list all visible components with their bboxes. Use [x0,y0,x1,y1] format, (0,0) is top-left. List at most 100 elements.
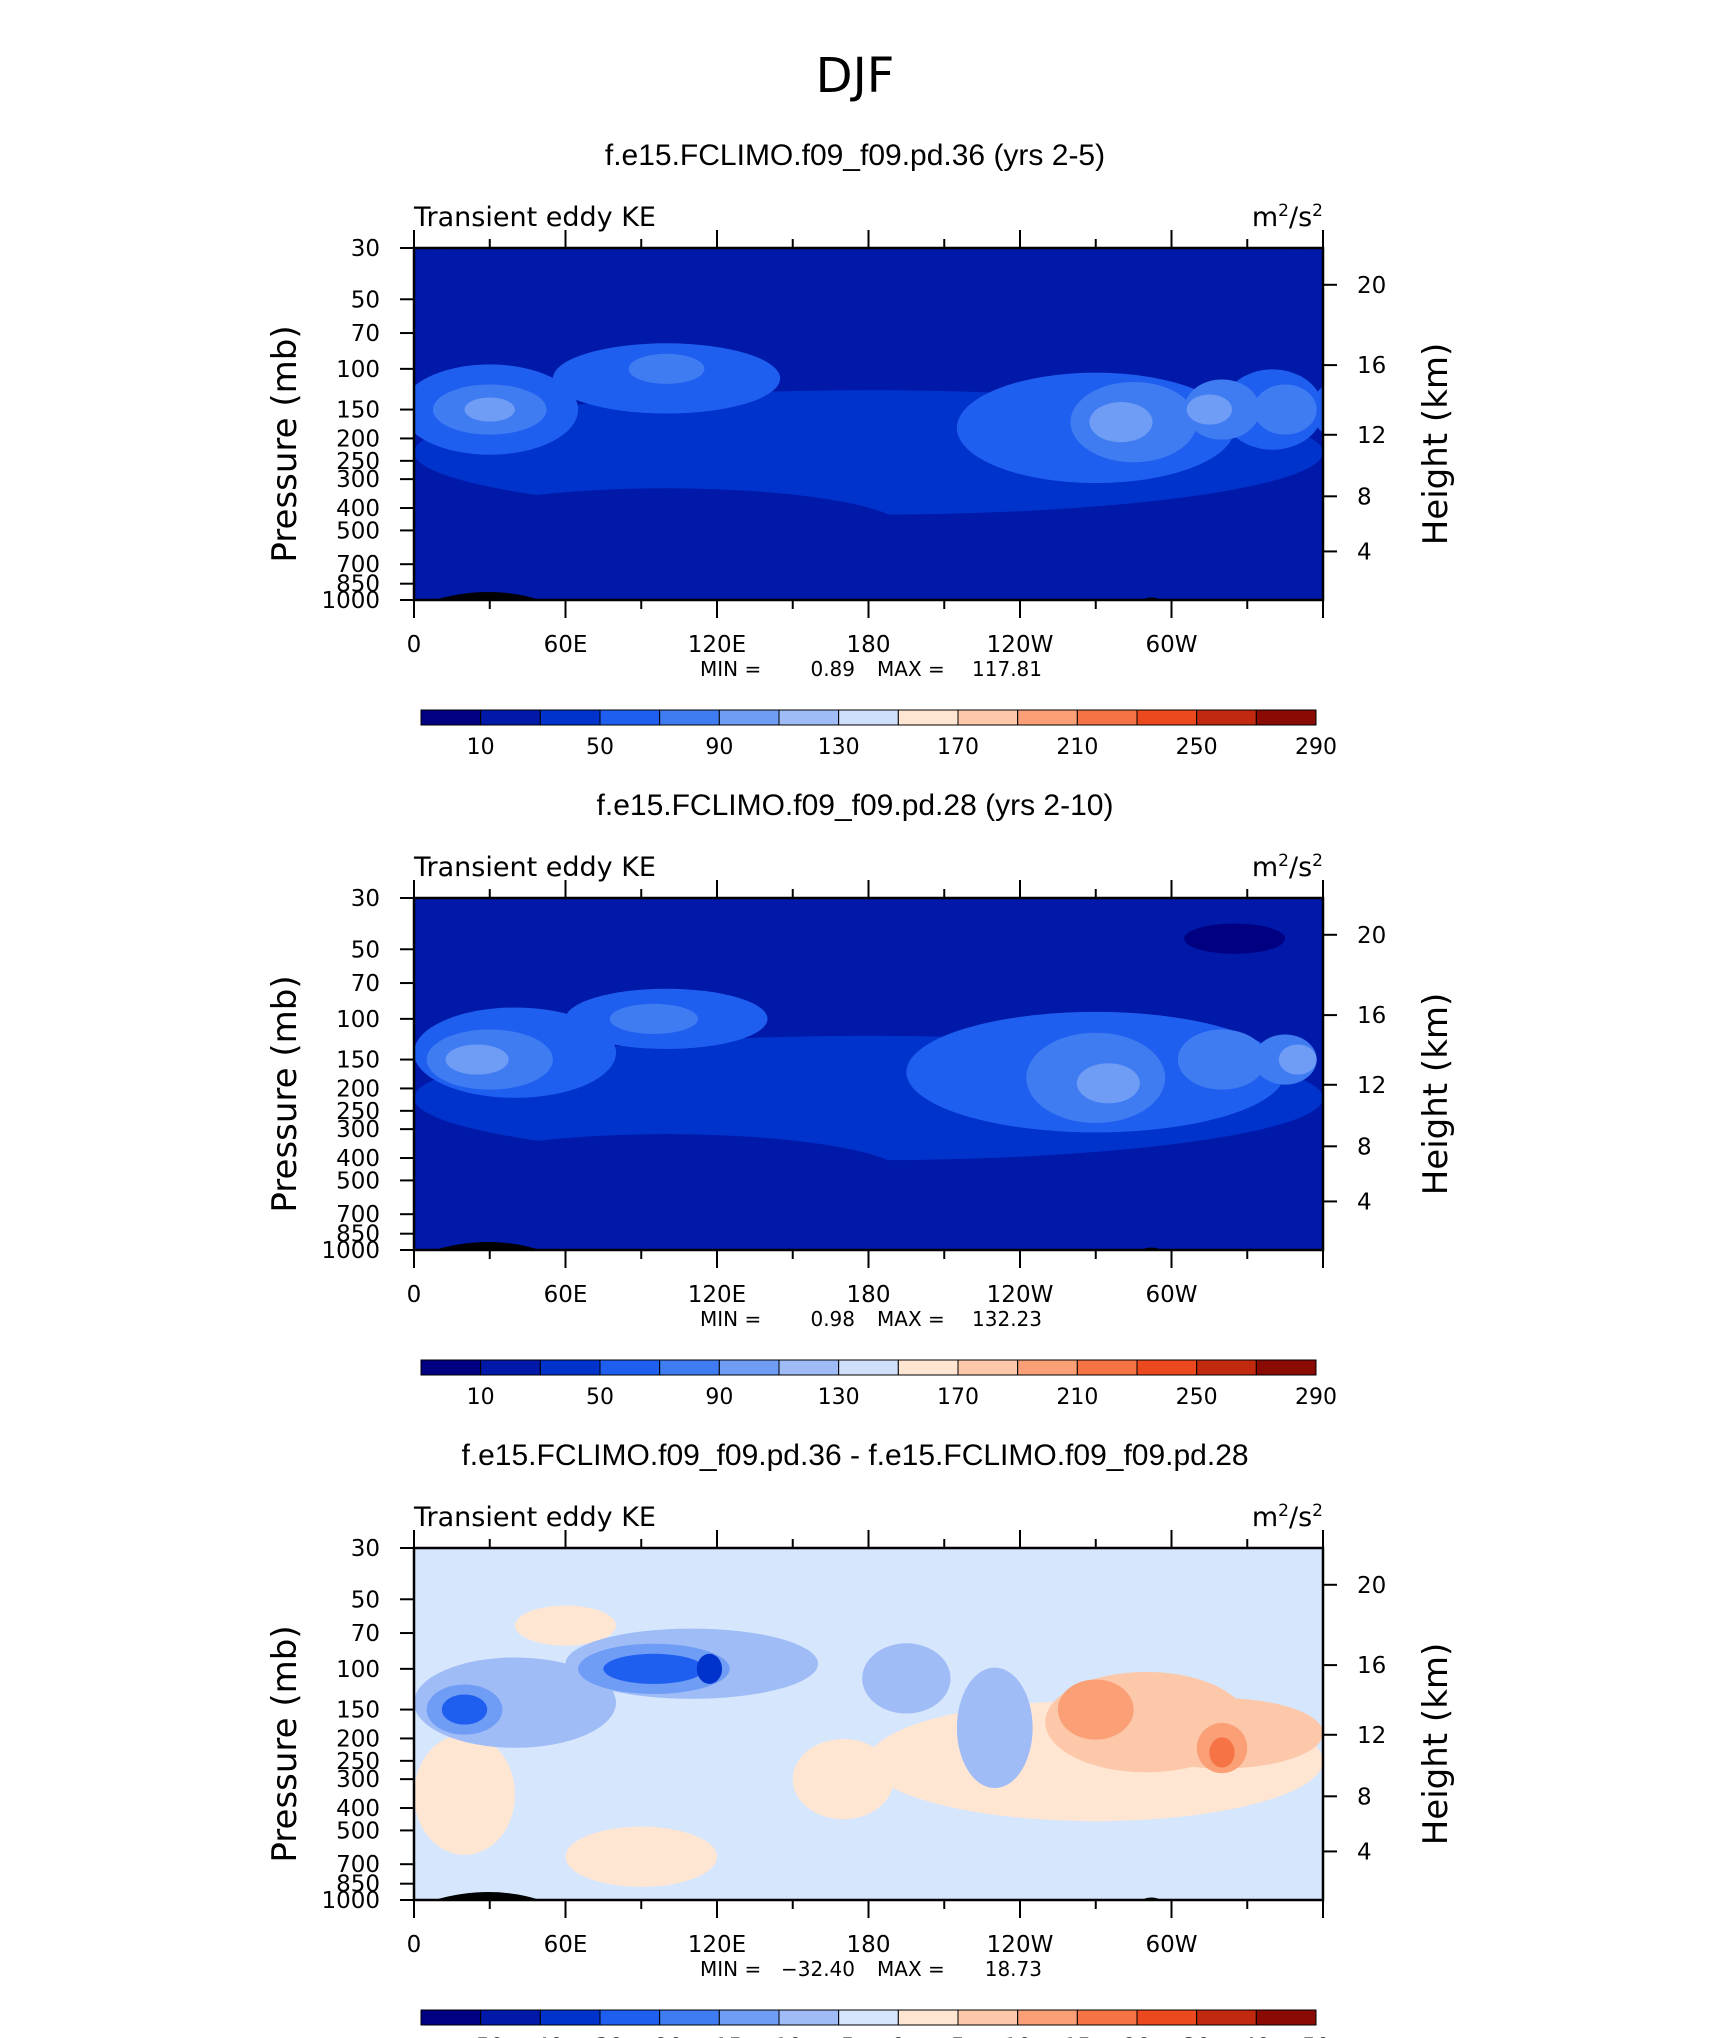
max-label: MAX = [877,1307,945,1331]
panel-left-label: Transient eddy KE [413,1502,656,1533]
colorbar-label: 10 [1004,2035,1032,2038]
colorbar-label: 210 [1056,1385,1098,1410]
y-tick-label: 250 [336,1099,380,1125]
y2-tick-label: 12 [1357,1073,1386,1099]
colorbar-box [897,1359,959,1376]
colorbar-box [838,709,899,726]
contour-region [464,561,1323,600]
colorbar-label: 250 [1176,1385,1218,1410]
units-label: m2/s2 [1252,851,1323,883]
max-value: 132.23 [972,1307,1042,1331]
contour-region [1186,394,1233,425]
colorbar-label: −10 [756,2035,802,2038]
contour-region [862,1643,951,1714]
chart-title: f.e15.FCLIMO.f09_f09.pd.36 (yrs 2-5) [605,139,1105,172]
colorbar-label: 170 [937,1385,979,1410]
contour-region [792,1738,894,1820]
chart-panel-1: f.e15.FCLIMO.f09_f09.pd.36 (yrs 2-5) Tran… [265,139,1456,760]
x-tick-label: 60W [1145,1932,1197,1958]
min-value: 0.89 [810,657,855,681]
colorbar-box [897,709,959,726]
contour-region [1089,402,1153,443]
colorbar-box [1076,1359,1138,1376]
x-tick-label: 180 [847,1282,891,1308]
max-value: 18.73 [985,1957,1042,1981]
units-part: 2 [1312,851,1323,871]
chart-panel-2: f.e15.FCLIMO.f09_f09.pd.28 (yrs 2-10) Tra… [265,789,1456,1410]
contour-field [414,1548,1323,1900]
y2-axis-label: Height (km) [1416,993,1456,1196]
x-tick-label: 0 [407,1932,422,1958]
y-tick-label: 700 [336,1202,380,1228]
colorbar-box [480,1359,541,1376]
colorbar-label: −50 [457,2035,503,2038]
colorbar-label: 10 [467,735,495,760]
colorbar-label: 50 [586,735,614,760]
y2-tick-label: 12 [1357,423,1386,449]
y2-tick-label: 20 [1357,273,1386,299]
colorbar-label: 5 [951,2035,965,2038]
colorbar-label: 50 [1302,2035,1330,2038]
colorbar-box [1196,2009,1257,2026]
colorbar-box [539,2009,601,2026]
y-tick-label: 100 [336,357,380,383]
units-part: 2 [1278,1501,1289,1521]
colorbar-box [480,709,541,726]
contour-region [956,1667,1033,1789]
topography [434,1242,541,1250]
units-part: m [1252,202,1278,233]
y-tick-label: 300 [336,467,380,493]
contour-region [426,1134,907,1219]
y-tick-label: 300 [336,1117,380,1143]
colorbar-label: 210 [1056,735,1098,760]
y-tick-label: 850 [336,1222,380,1248]
colorbar-label: 20 [1123,2035,1151,2038]
colorbar-box [1255,1359,1317,1376]
colorbar-box [1196,709,1257,726]
contour-region [441,1694,488,1725]
colorbar-box [1255,709,1317,726]
x-tick-label: 120E [688,1932,746,1958]
colorbar-box [480,2009,541,2026]
y2-tick-label: 12 [1357,1723,1386,1749]
units-part: m [1252,1502,1278,1533]
y2-tick-label: 20 [1357,1573,1386,1599]
colorbar-label: 90 [705,1385,733,1410]
colorbar-label: 0 [891,2035,905,2038]
y-tick-label: 150 [336,398,380,424]
y2-tick-label: 4 [1357,1839,1372,1865]
y2-tick-label: 4 [1357,1189,1372,1215]
x-tick-label: 60E [544,1282,588,1308]
colorbar-box [659,709,720,726]
y-tick-label: 250 [336,449,380,475]
colorbar-box [1017,709,1078,726]
colorbar-box [1196,1359,1257,1376]
y-axis-label: Pressure (mb) [265,975,305,1212]
x-tick-label: 120W [987,1282,1054,1308]
units-part: 2 [1312,201,1323,221]
contour-region [565,1826,717,1887]
min-value: −32.40 [781,1957,855,1981]
contour-region [1278,1044,1317,1075]
x-tick-label: 0 [407,1282,422,1308]
colorbar-label: −5 [822,2035,854,2038]
max-label: MAX = [877,657,945,681]
y-tick-label: 30 [351,236,380,262]
y-tick-label: 150 [336,1048,380,1074]
y-tick-label: 850 [336,1872,380,1898]
y-tick-label: 1000 [321,1238,380,1264]
x-tick-label: 60W [1145,632,1197,658]
colorbar-box [897,2009,959,2026]
x-tick-label: 120W [987,632,1054,658]
page-title: DJF [816,48,895,104]
chart-title: f.e15.FCLIMO.f09_f09.pd.36 - f.e15.FCLIM… [461,1439,1248,1472]
y-tick-label: 50 [351,287,380,313]
colorbar-box [1076,709,1138,726]
y-tick-label: 30 [351,1536,380,1562]
y2-tick-label: 8 [1357,484,1372,510]
topography [434,1892,541,1900]
colorbar-box [1017,1359,1078,1376]
colorbar-box [718,1359,780,1376]
units-part: 2 [1312,1501,1323,1521]
